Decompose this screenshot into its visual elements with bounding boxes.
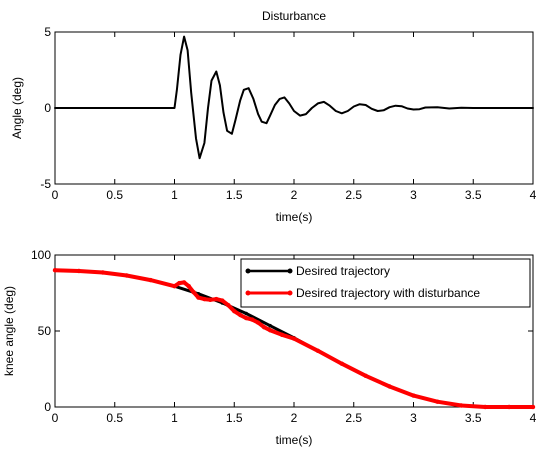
x-tick-label: 3 xyxy=(410,188,417,202)
data-point xyxy=(172,284,177,289)
x-tick-label: 2.5 xyxy=(345,411,362,425)
legend-marker-desired-trajectory xyxy=(245,268,251,274)
data-point xyxy=(76,268,82,274)
legend-marker-disturbance-end xyxy=(287,290,293,296)
data-point xyxy=(148,277,153,283)
x-tick-label: 0 xyxy=(52,411,59,425)
y-tick-label: 50 xyxy=(38,324,52,338)
data-point xyxy=(181,280,187,285)
data-point xyxy=(100,270,106,275)
x-tick-label: 1.5 xyxy=(226,188,243,202)
data-point xyxy=(220,298,225,303)
disturbance-x-axis-label: time(s) xyxy=(276,210,313,224)
legend: Desired trajectory Desired trajectory wi… xyxy=(240,258,531,308)
x-tick-label: 0 xyxy=(52,188,59,202)
data-point xyxy=(244,311,248,316)
data-point xyxy=(459,403,464,408)
x-tick-label: 0.5 xyxy=(106,188,123,202)
legend-box xyxy=(240,258,531,308)
data-point xyxy=(124,273,129,278)
data-point xyxy=(214,296,219,302)
x-tick-label: 2 xyxy=(291,411,298,425)
disturbance-chart: Disturbance time(s) Angle (deg) 0 0.5 1 1.5… xyxy=(10,9,536,224)
knee-angle-chart: time(s) knee angle (deg) 0 0.5 1 1.5 2 2.5 3 3.… xyxy=(2,248,536,447)
x-tick-label: 3 xyxy=(410,411,417,425)
data-point xyxy=(177,280,182,286)
x-tick-label: 4 xyxy=(530,411,536,425)
data-point xyxy=(250,317,255,322)
legend-marker-disturbance xyxy=(245,290,251,296)
data-point xyxy=(483,404,488,410)
legend-marker-desired-trajectory-end xyxy=(287,268,293,274)
data-point xyxy=(261,325,267,330)
data-point xyxy=(339,361,344,366)
series-line-0-0 xyxy=(54,35,534,160)
data-point xyxy=(267,328,273,333)
data-point xyxy=(191,290,196,295)
data-point xyxy=(202,296,207,302)
data-point xyxy=(387,384,392,389)
x-tick-label: 1.5 xyxy=(226,411,243,425)
data-point xyxy=(279,332,285,337)
x-tick-label: 2 xyxy=(291,188,298,202)
data-point xyxy=(315,348,321,353)
y-tick-label: 100 xyxy=(31,248,51,262)
x-tick-label: 3.5 xyxy=(465,188,482,202)
data-point xyxy=(244,315,249,321)
data-point xyxy=(363,373,368,378)
y-tick-label: 5 xyxy=(44,25,51,39)
data-point xyxy=(435,399,440,404)
x-tick-label: 1 xyxy=(171,411,178,425)
knee-angle-y-axis-label: knee angle (deg) xyxy=(2,286,16,376)
data-point xyxy=(255,320,261,325)
data-point xyxy=(238,312,243,318)
data-point xyxy=(232,309,237,314)
data-point xyxy=(226,303,231,308)
x-tick-label: 4 xyxy=(530,188,536,202)
disturbance-axis-ticks: 0 0.5 1 1.5 2 2.5 3 3.5 4-505 xyxy=(40,25,536,202)
knee-angle-series xyxy=(52,268,536,410)
x-tick-label: 3.5 xyxy=(465,411,482,425)
x-tick-label: 2.5 xyxy=(345,188,362,202)
y-tick-label: 0 xyxy=(44,101,51,115)
legend-label-desired-trajectory-with-disturbance: Desired trajectory with disturbance xyxy=(296,286,480,300)
knee-angle-x-axis-label: time(s) xyxy=(276,433,313,447)
x-tick-label: 1 xyxy=(171,188,178,202)
data-point xyxy=(530,404,536,410)
legend-label-desired-trajectory: Desired trajectory xyxy=(296,264,390,278)
disturbance-series xyxy=(54,35,534,160)
y-tick-label: -5 xyxy=(40,177,51,191)
y-tick-label: 0 xyxy=(44,400,51,414)
knee-angle-axis-ticks: 0 0.5 1 1.5 2 2.5 3 3.5 4 0 50 100 xyxy=(31,248,536,425)
data-point xyxy=(52,268,58,273)
data-point xyxy=(506,404,512,410)
disturbance-chart-title: Disturbance xyxy=(262,9,326,23)
disturbance-y-axis-label: Angle (deg) xyxy=(10,77,24,139)
x-tick-label: 0.5 xyxy=(106,411,123,425)
data-point xyxy=(208,297,213,302)
data-point xyxy=(186,284,191,289)
data-point xyxy=(268,323,272,328)
data-point xyxy=(196,295,201,300)
data-point xyxy=(411,393,416,398)
data-point xyxy=(291,336,297,341)
